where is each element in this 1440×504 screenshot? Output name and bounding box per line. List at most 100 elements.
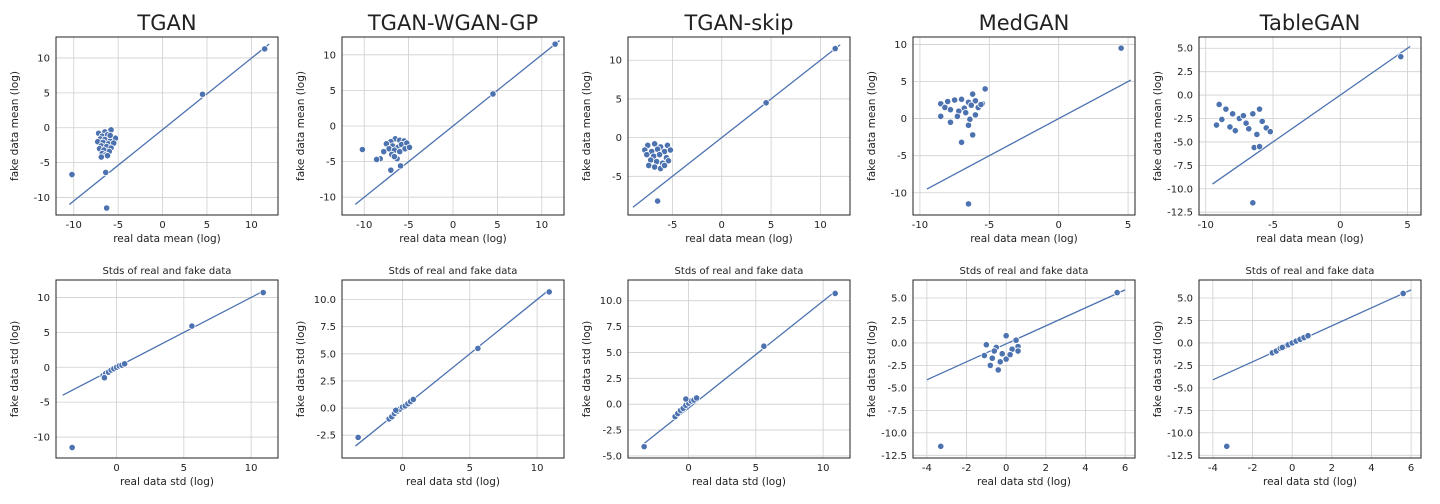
data-point (198, 90, 207, 98)
y-tick-label: 0 (44, 363, 50, 374)
data-point (951, 96, 959, 104)
data-point (1006, 351, 1014, 359)
x-tick-label: 0 (685, 463, 691, 474)
chart-title: TableGAN (1259, 11, 1361, 35)
y-axis-label: fake data std (log) (9, 321, 21, 417)
data-point (1266, 128, 1274, 136)
data-point (971, 97, 980, 105)
data-point (653, 197, 662, 205)
y-tick-label: 10 (609, 56, 622, 67)
data-point (971, 111, 980, 119)
data-point (1255, 105, 1264, 113)
reference-line (1212, 45, 1411, 185)
chart-title: Stds of real and fake data (103, 266, 232, 277)
y-tick-label: 2.5 (1177, 316, 1193, 327)
x-tick-label: -2 (962, 463, 972, 474)
data-point (97, 153, 105, 161)
plot-frame (341, 36, 565, 216)
data-point (645, 161, 653, 170)
data-point (397, 162, 405, 170)
data-point (68, 443, 76, 452)
data-point (651, 163, 659, 171)
chart-panel-5: -10 -5 0 5 -12.5 -10.0 -7.5 -5.0 -2.5 0.0 2.5 5.0 re… (1152, 11, 1422, 245)
data-point (1304, 332, 1312, 340)
y-tick-label: 10.0 (600, 296, 622, 307)
chart-panel-4: -10 -5 0 5 -10 -5 0 5 10 real data mean (log) fake… (866, 11, 1136, 245)
y-tick-label: -12.5 (881, 451, 907, 462)
y-tick-label: 5.0 (1177, 44, 1193, 55)
y-tick-label: 0 (901, 114, 907, 125)
data-point (962, 109, 970, 117)
chart-panel-2: -10 -5 0 5 10 -10 -5 0 5 10 real data mean (log) fa… (295, 11, 565, 245)
y-tick-label: -2.5 (602, 426, 622, 437)
x-tick-label: 6 (1122, 463, 1128, 474)
y-tick-label: -5.0 (1173, 137, 1193, 148)
data-point (981, 85, 989, 93)
data-point (1397, 53, 1405, 61)
chart-panel-7: 0 5 10 -2.5 0.0 2.5 5.0 7.5 10.0 real data std (l… (295, 266, 565, 488)
data-point (953, 112, 962, 120)
x-tick-label: 5 (1404, 220, 1410, 231)
y-tick-label: -7.5 (887, 406, 907, 417)
data-point (1002, 332, 1010, 340)
data-point (990, 347, 998, 355)
x-tick-label: 0 (1337, 220, 1343, 231)
x-tick-label: 0 (1056, 220, 1062, 231)
x-tick-label: -5 (984, 220, 994, 231)
y-tick-label: -2.5 (887, 361, 907, 372)
reference-line (68, 43, 270, 206)
data-point (1014, 347, 1022, 355)
y-tick-label: 5 (330, 86, 336, 97)
x-axis-label: real data mean (log) (685, 233, 793, 245)
chart-panel-6: 0 5 10 -10 -5 0 5 10 real data std (log) fake dat… (9, 266, 279, 488)
x-tick-label: 0 (1003, 463, 1009, 474)
y-tick-label: 10 (323, 50, 336, 61)
data-point (551, 40, 559, 48)
data-point (988, 354, 996, 362)
y-tick-label: 5 (44, 328, 50, 339)
x-tick-label: 10 (814, 220, 827, 231)
data-point (1249, 199, 1257, 207)
x-tick-label: 10 (245, 463, 258, 474)
x-axis-label: real data std (log) (406, 476, 500, 488)
data-point (1117, 44, 1125, 52)
y-tick-label: 7.5 (606, 322, 622, 333)
data-point (1253, 130, 1261, 139)
x-tick-label: 4 (1368, 463, 1374, 474)
data-point (373, 155, 381, 164)
chart-title: Stds of real and fake data (389, 266, 518, 277)
y-tick-label: 10.0 (314, 295, 336, 306)
chart-panel-8: 0 5 10 -5.0 -2.5 0.0 2.5 5.0 7.5 10.0 real data st… (581, 266, 851, 488)
data-point (1239, 112, 1248, 120)
y-tick-label: 0 (330, 122, 336, 133)
y-tick-label: -10 (320, 193, 336, 204)
data-point (664, 157, 673, 165)
data-point (121, 360, 129, 368)
y-tick-label: 5 (901, 77, 907, 88)
data-point (100, 374, 109, 382)
x-tick-label: -2 (1248, 463, 1258, 474)
data-point (998, 350, 1006, 358)
y-tick-label: -5.0 (887, 383, 907, 394)
data-point (946, 118, 955, 126)
data-point (1113, 288, 1121, 297)
x-tick-label: 2 (1329, 463, 1335, 474)
data-point (188, 322, 196, 330)
plot-frame (55, 279, 279, 459)
data-point (103, 204, 111, 212)
chart-panel-3: -5 0 5 10 -5 0 5 10 real data mean (log) fake dat… (581, 11, 851, 245)
y-tick-label: -5.0 (602, 451, 622, 462)
chart-title: Stds of real and fake data (960, 266, 1089, 277)
data-point (1212, 121, 1221, 129)
data-point (682, 395, 690, 403)
y-tick-label: -7.5 (1173, 406, 1193, 417)
x-tick-label: 10 (531, 463, 544, 474)
x-tick-label: -10 (1198, 220, 1214, 231)
chart-panel-9: -4 -2 0 2 4 6 -12.5 -10.0 -7.5 -5.0 -2.5 0.0 2.5 5.0 r… (866, 266, 1136, 488)
y-axis-label: fake data std (log) (581, 321, 593, 417)
x-axis-label: real data std (log) (692, 476, 786, 488)
x-axis-label: real data std (log) (1263, 476, 1357, 488)
data-point (957, 95, 966, 103)
data-point (1002, 355, 1010, 363)
